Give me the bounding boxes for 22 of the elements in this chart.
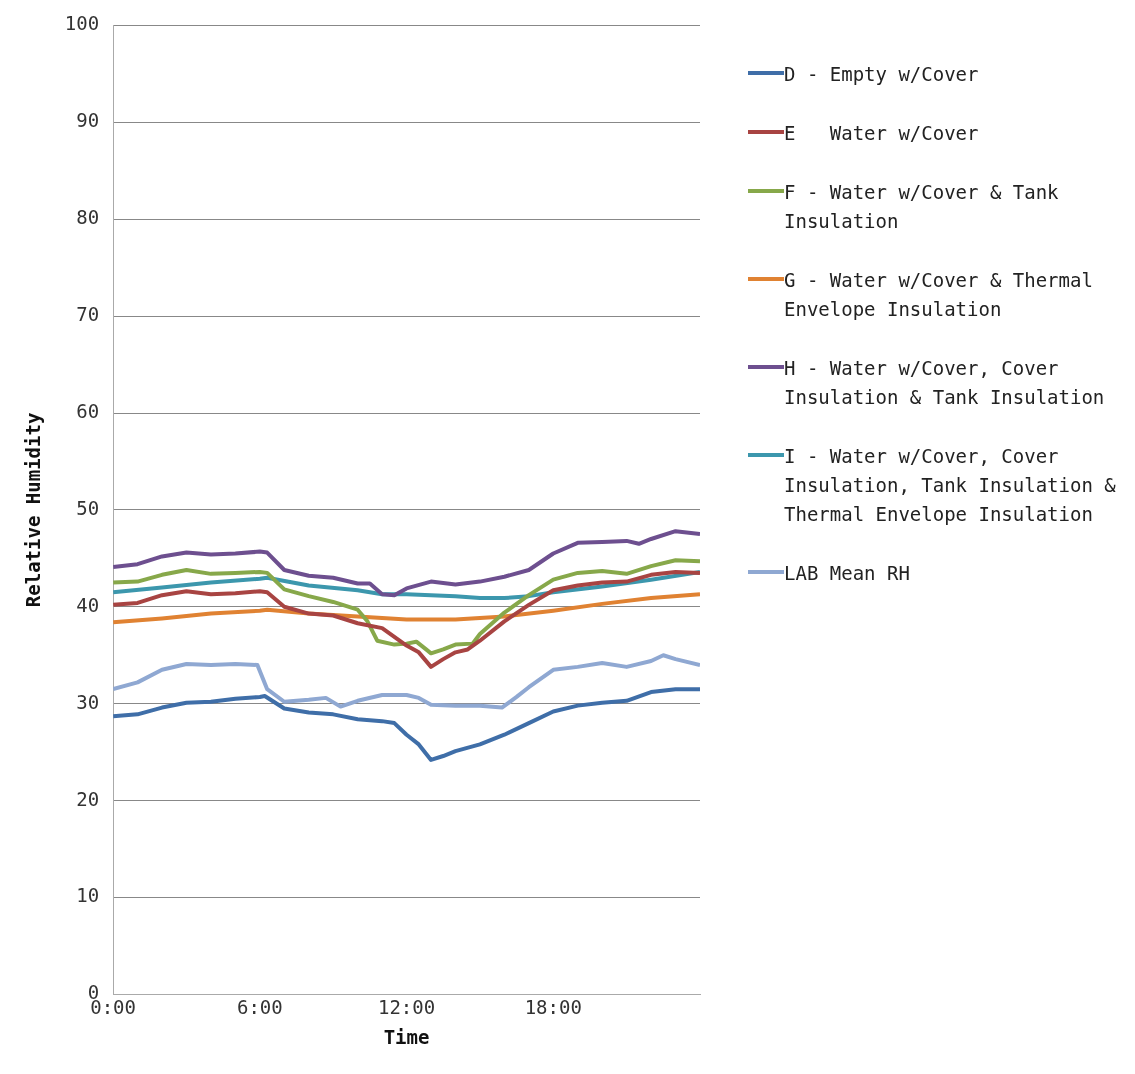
x-tick-label: 6:00: [236, 995, 283, 1018]
y-tick-label: 60: [76, 399, 100, 422]
x-tick-label: 12:00: [377, 995, 436, 1018]
legend-label: D - Empty w/Cover: [784, 62, 979, 87]
legend-label: E Water w/Cover: [784, 121, 979, 146]
legend-label: I - Water w/Cover, Cover Insulation, Tank Insulation & Thermal Envelope Insulation: [784, 444, 1117, 527]
x-axis-title: Time: [383, 1025, 430, 1048]
y-tick-label: 30: [76, 690, 100, 713]
x-tick-label: 18:00: [524, 995, 582, 1018]
legend-label: G - Water w/Cover & Thermal Envelope Insulation: [784, 268, 1094, 322]
y-tick-label: 100: [64, 12, 100, 35]
y-tick-label: 50: [76, 496, 100, 519]
legend-label: H - Water w/Cover, Cover Insulation & Tank Insulation: [784, 356, 1106, 410]
legend-label: LAB Mean RH: [784, 561, 910, 586]
y-tick-label: 20: [76, 787, 100, 810]
legend-label: F - Water w/Cover & Tank Insulation: [784, 180, 1060, 234]
y-axis-title: Relative Humidity: [22, 412, 45, 608]
y-tick-label: 90: [76, 109, 100, 132]
y-tick-label: 40: [76, 593, 100, 616]
y-tick-label: 80: [76, 206, 100, 229]
y-tick-label: 70: [76, 303, 100, 326]
y-tick-label: 10: [76, 884, 100, 907]
